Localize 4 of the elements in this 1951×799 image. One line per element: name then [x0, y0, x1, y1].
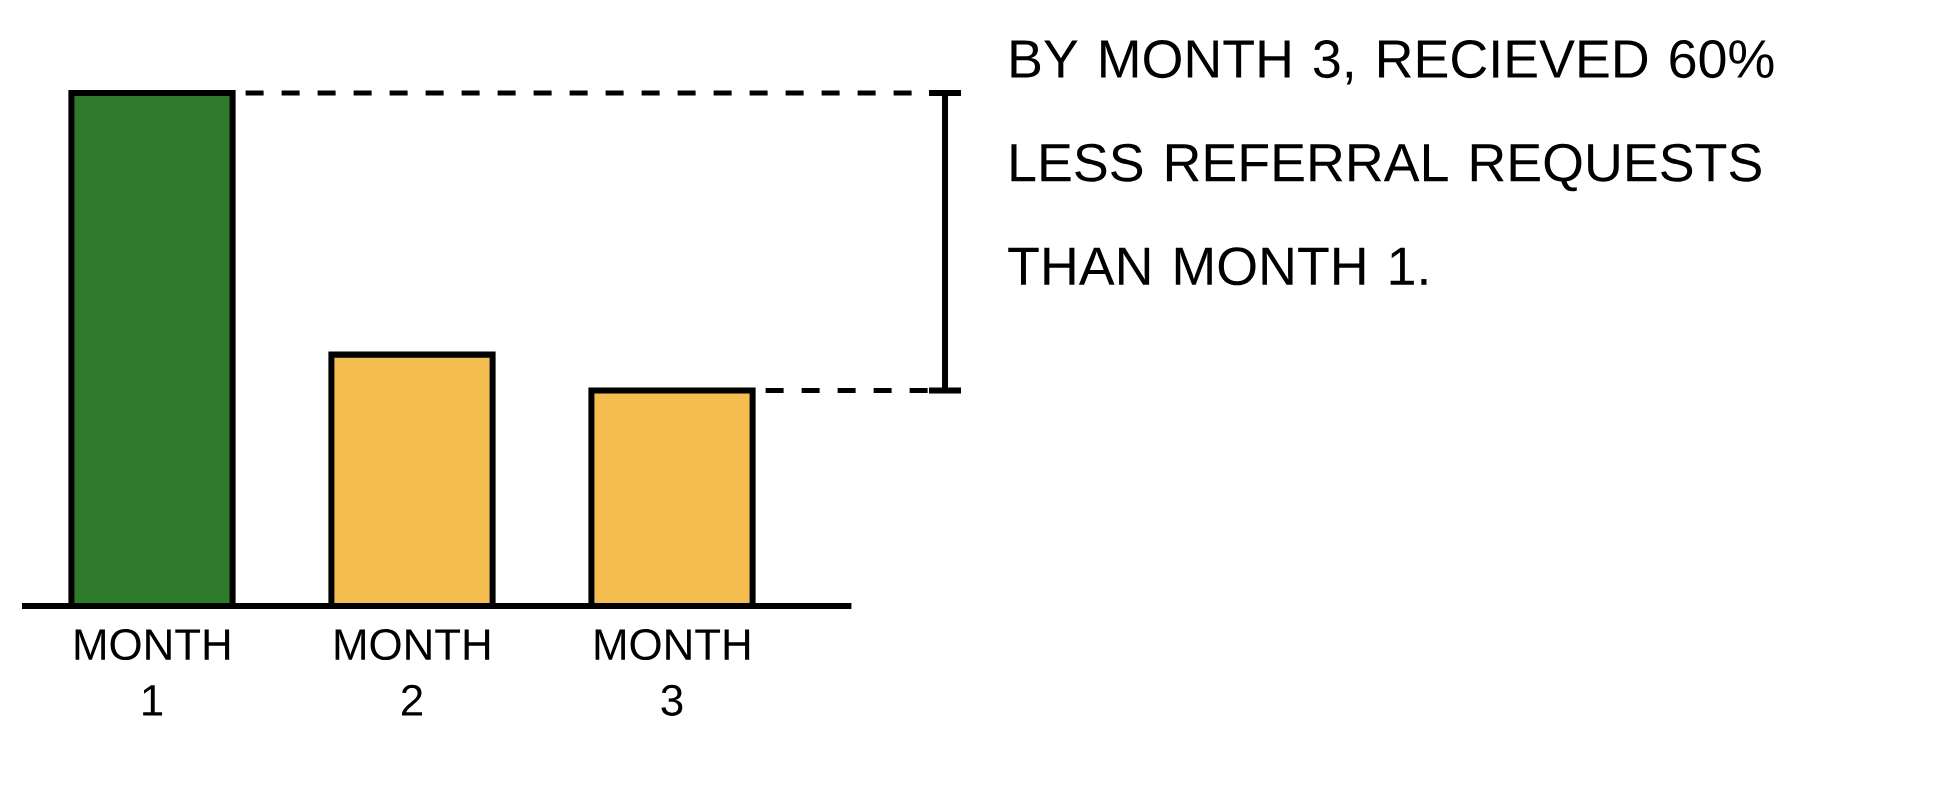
x-tick-label: MONTH 1	[75, 629, 230, 716]
x-tick-label: MONTH 2	[335, 629, 490, 716]
x-tick-label: MONTH 3	[595, 629, 750, 716]
text: BY MONTH 3, RECIEVED 60% LESS REFERRAL REQUESTS THAN MONTH 1.	[1008, 40, 1774, 286]
